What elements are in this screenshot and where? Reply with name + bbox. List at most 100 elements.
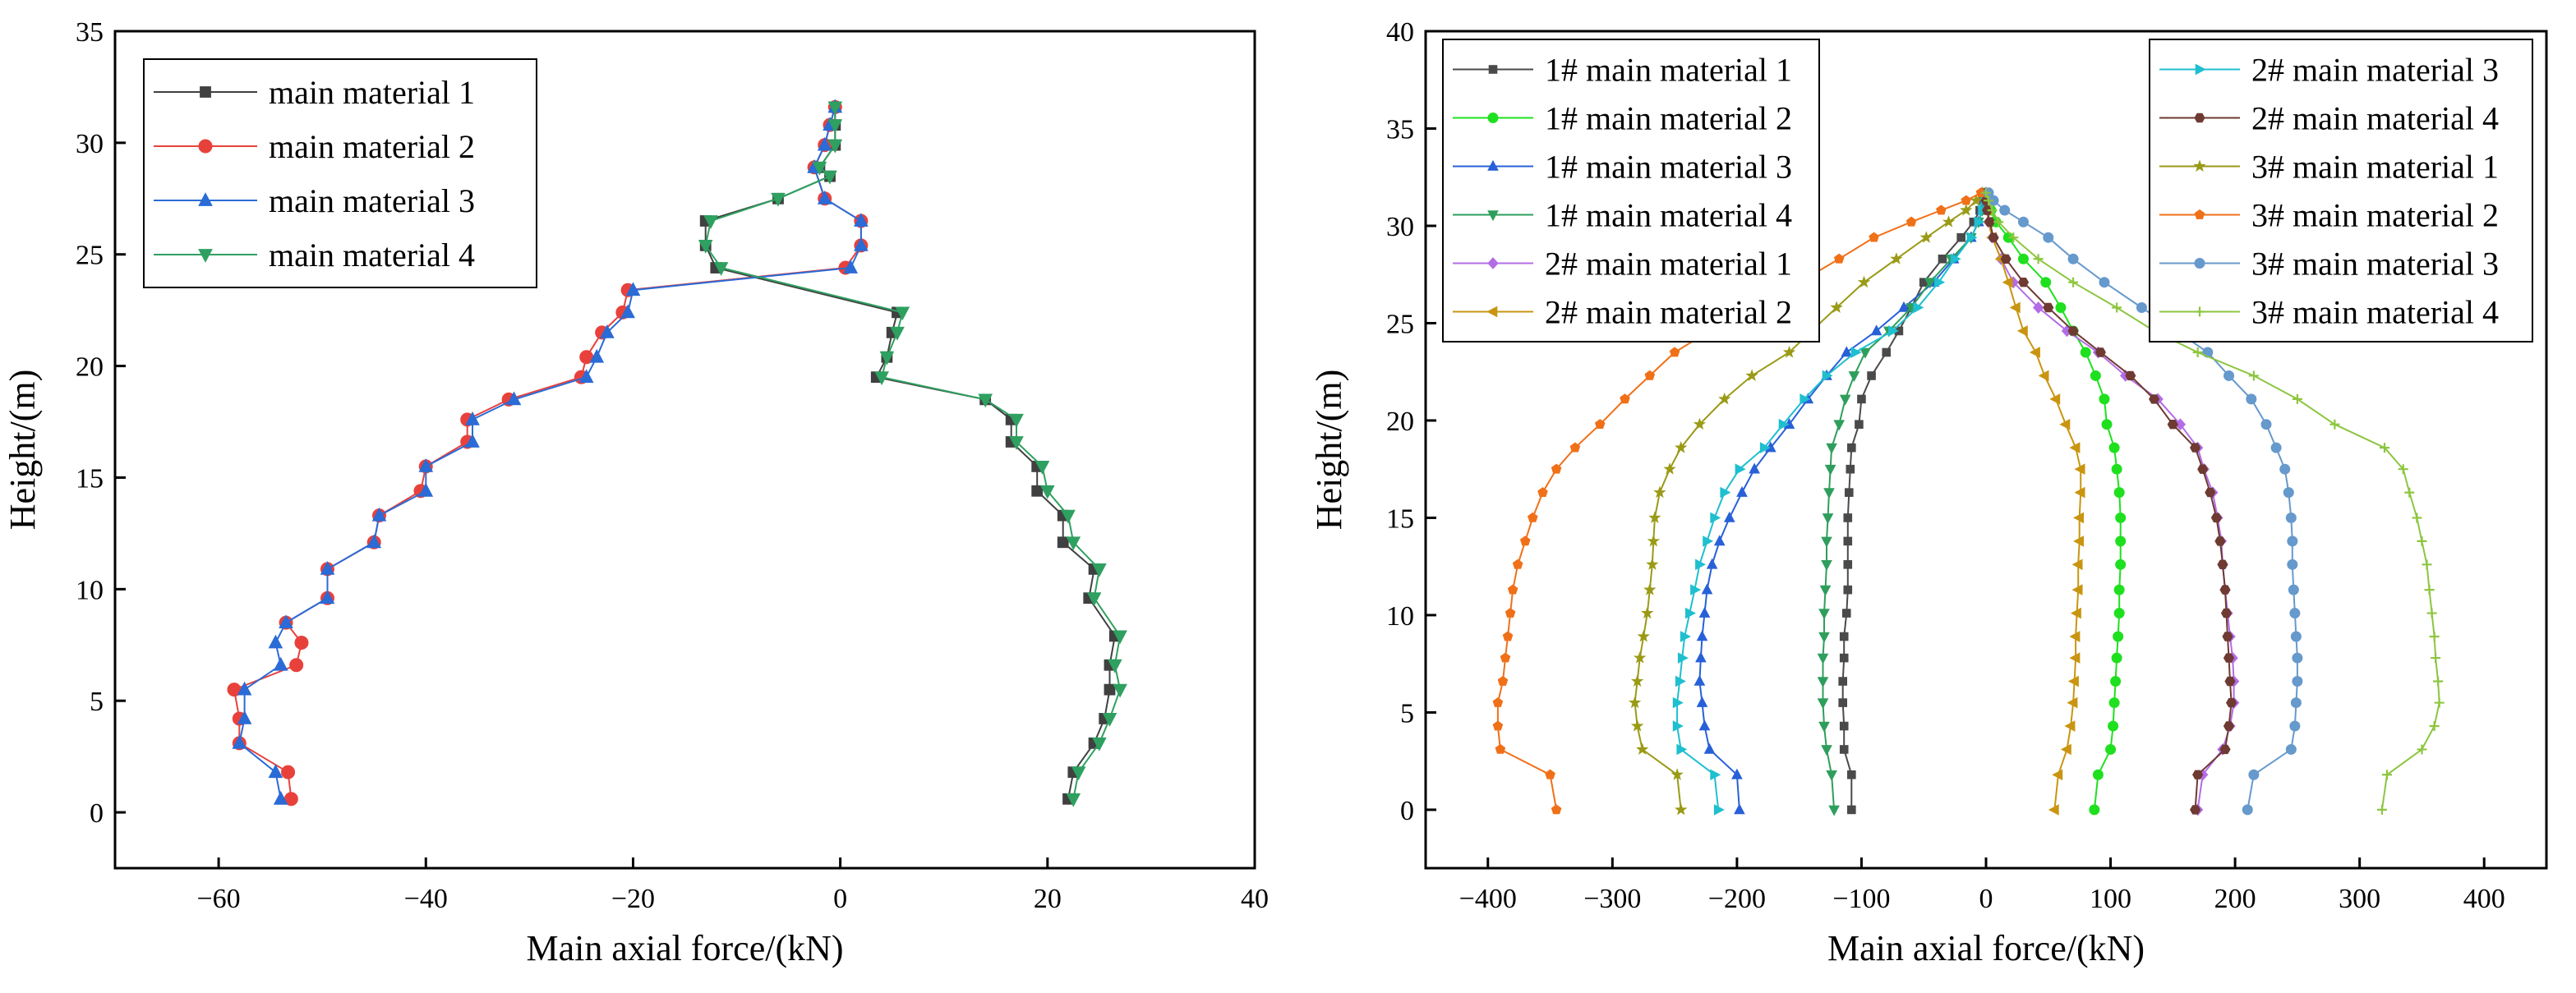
data-point — [2192, 347, 2203, 358]
x-tick-label: 0 — [1979, 884, 1993, 914]
x-tick-label: 400 — [2463, 884, 2505, 914]
data-point — [1823, 488, 1835, 499]
data-point — [2000, 254, 2011, 264]
data-point — [1936, 205, 1947, 215]
data-point — [1528, 512, 1538, 522]
legend-marker — [2193, 159, 2206, 172]
data-point — [1800, 393, 1811, 405]
data-point — [1857, 275, 1871, 288]
data-point — [823, 170, 837, 185]
data-point — [2029, 347, 2040, 358]
data-point — [1821, 560, 1832, 571]
legend-marker — [198, 192, 213, 206]
data-point — [1745, 369, 1758, 382]
y-tick-label: 20 — [1386, 407, 1414, 437]
data-point — [1633, 651, 1647, 664]
data-point — [2099, 277, 2110, 288]
data-point — [1888, 325, 1899, 337]
data-point — [2069, 442, 2081, 453]
data-point — [2043, 232, 2054, 243]
data-point — [465, 411, 480, 425]
data-point — [817, 190, 832, 205]
y-tick-label: 30 — [1386, 212, 1414, 242]
data-point — [2067, 253, 2079, 264]
series-2-main-material-3 — [1672, 186, 1993, 816]
data-point — [2059, 418, 2071, 430]
legend-label: 3# main material 1 — [2251, 149, 2499, 186]
data-point — [600, 324, 615, 338]
data-point — [273, 790, 288, 805]
data-point — [2110, 676, 2122, 687]
data-point — [1821, 536, 1832, 548]
data-point — [1987, 205, 1998, 216]
data-point — [2292, 652, 2303, 664]
data-point — [1934, 276, 1946, 288]
data-point — [2113, 608, 2125, 619]
data-point — [2113, 584, 2125, 595]
right-chart: −400 −300 −200 −100 0 100 200 300 400 0 5 10 15 20 25 3… — [1309, 17, 2548, 968]
data-point — [1492, 696, 1504, 707]
data-point — [1039, 485, 1055, 499]
x-tick-label: −200 — [1708, 884, 1766, 914]
data-point — [2290, 631, 2302, 642]
data-point — [1847, 770, 1856, 779]
data-point — [1672, 720, 1684, 732]
y-tick-label: 0 — [90, 798, 104, 829]
data-point — [1102, 713, 1117, 727]
x-tick-label: 100 — [2090, 884, 2131, 914]
data-point — [1113, 683, 1127, 698]
data-point — [1906, 216, 1917, 227]
data-point — [2167, 420, 2178, 430]
data-point — [1759, 442, 1771, 453]
data-point — [2052, 769, 2063, 781]
data-point — [1551, 804, 1562, 815]
data-point — [2067, 326, 2079, 336]
data-point — [2426, 608, 2437, 618]
data-point — [1713, 535, 1726, 546]
legend: main material 1 main material 2 main mater… — [143, 58, 537, 288]
data-point — [812, 161, 827, 176]
data-point — [1695, 559, 1707, 571]
legend-label: 1# main material 4 — [1545, 197, 1792, 234]
data-point — [2033, 301, 2044, 314]
data-point — [1703, 742, 1716, 754]
data-point — [506, 391, 522, 406]
data-point — [978, 393, 993, 408]
data-point — [2224, 676, 2236, 687]
data-point — [1644, 370, 1656, 380]
data-point — [2108, 442, 2120, 453]
data-point — [1703, 536, 1714, 547]
x-axis-title: Main axial force/(kN) — [526, 928, 843, 968]
data-point — [1690, 584, 1702, 595]
data-point — [713, 262, 729, 276]
data-point — [1857, 394, 1866, 404]
data-point — [827, 119, 843, 133]
data-point — [1970, 194, 1983, 206]
data-point — [854, 213, 869, 227]
data-point — [1782, 345, 1796, 358]
data-point — [2064, 720, 2076, 732]
data-point — [625, 282, 641, 297]
data-point — [589, 348, 605, 363]
series-main-material-4 — [698, 101, 1127, 807]
legend-label: 3# main material 4 — [2251, 294, 2499, 331]
data-point — [1828, 805, 1840, 816]
data-point — [1670, 768, 1684, 780]
y-tick-label: 40 — [1386, 17, 1414, 48]
data-point — [1071, 766, 1086, 781]
data-point — [268, 764, 283, 779]
data-point — [1663, 462, 1676, 475]
data-point — [2033, 254, 2044, 264]
data-point — [1938, 254, 1947, 264]
data-point — [2398, 464, 2408, 475]
data-point — [2429, 721, 2440, 732]
data-point — [2220, 608, 2233, 618]
series-1-main-material-2 — [1980, 187, 2127, 816]
x-tick-label: −20 — [611, 884, 655, 914]
data-point — [2285, 512, 2297, 523]
data-point — [2376, 804, 2387, 815]
data-point — [2287, 536, 2298, 547]
data-point — [2071, 584, 2083, 595]
data-point — [2080, 347, 2091, 358]
data-point — [2115, 536, 2127, 547]
